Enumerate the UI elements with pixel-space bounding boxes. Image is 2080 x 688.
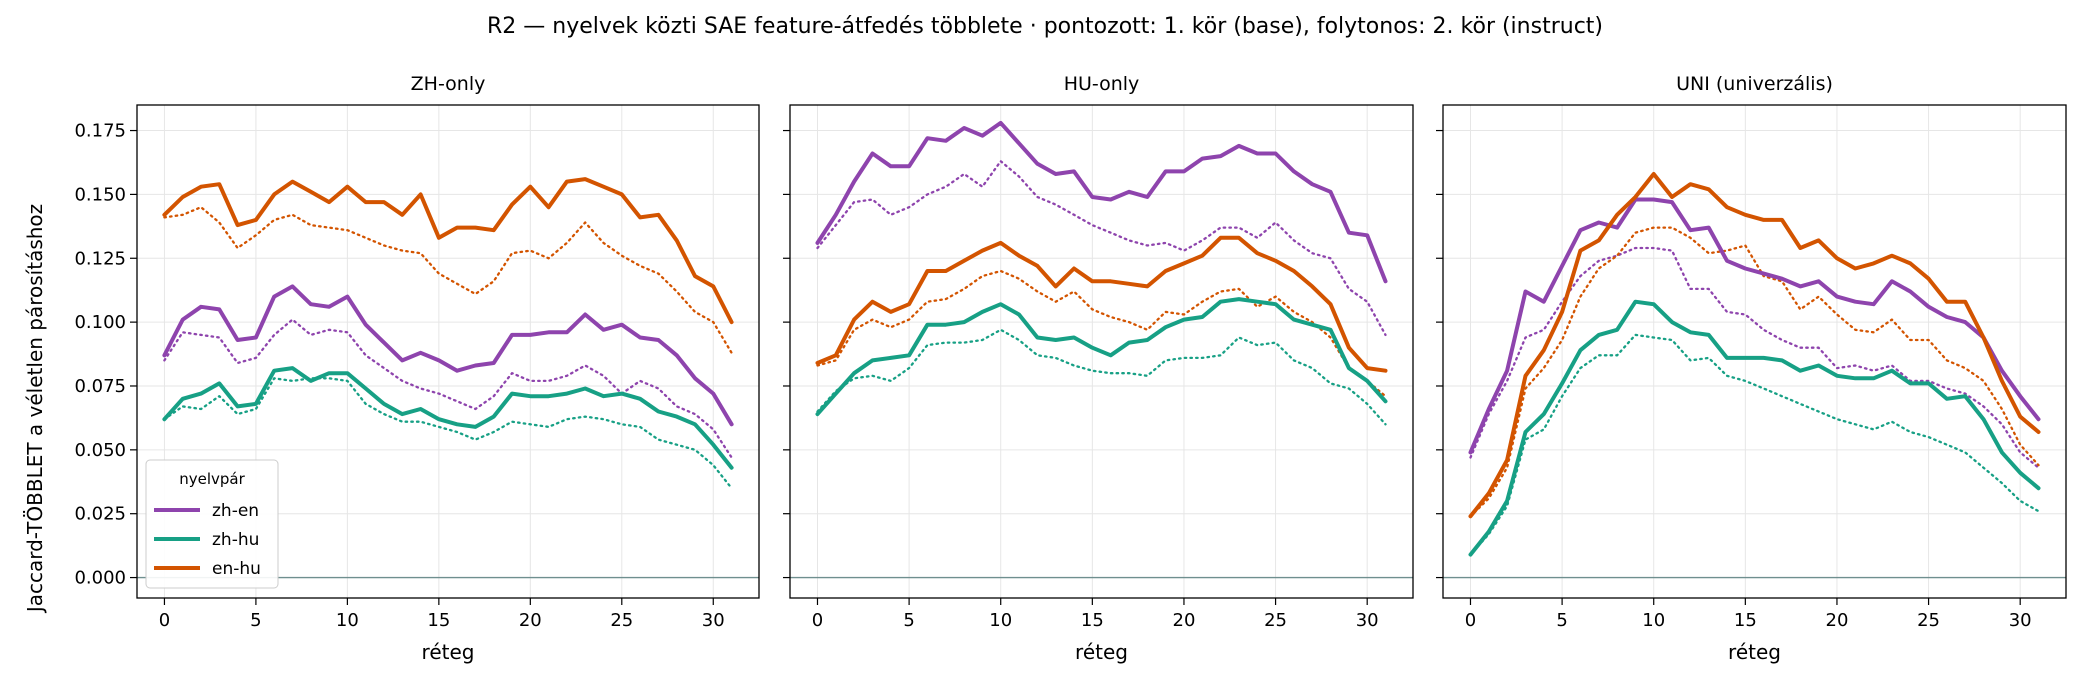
series-line-en-hu-base bbox=[816, 269, 1387, 398]
x-tick-label: 15 bbox=[1734, 610, 1757, 631]
panel-title: HU-only bbox=[1064, 73, 1140, 95]
series-line-zh-hu-base bbox=[163, 377, 733, 490]
series-line-en-hu-instruct bbox=[162, 177, 734, 325]
legend: nyelvpár zh-en zh-hu en-hu bbox=[145, 459, 279, 589]
legend-box bbox=[145, 459, 279, 589]
plot-frame bbox=[789, 104, 1414, 599]
x-axis-label: réteg bbox=[1075, 640, 1128, 664]
x-tick-label: 20 bbox=[1173, 610, 1196, 631]
series-line-en-hu-base bbox=[1469, 226, 2040, 518]
series-line-en-hu-base bbox=[163, 206, 733, 354]
x-tick-label: 25 bbox=[1264, 610, 1287, 631]
y-tick-label: 0.175 bbox=[74, 121, 126, 142]
panels: 0 5 10 15 20 25 30 0.000 0.025 0.050 0.075 0.100 0.1… bbox=[74, 73, 2067, 664]
plot-frame bbox=[1442, 104, 2067, 599]
x-tick-label: 20 bbox=[519, 610, 542, 631]
series-line-zh-hu-base bbox=[816, 328, 1387, 426]
y-tick-label: 0.100 bbox=[74, 312, 126, 333]
x-tick-label: 25 bbox=[610, 610, 633, 631]
figure-suptitle: R2 — nyelvek közti SAE feature-átfedés t… bbox=[487, 14, 1603, 39]
series-line-zh-hu-base bbox=[1469, 333, 2040, 556]
x-tick-label: 15 bbox=[427, 610, 450, 631]
y-tick-label: 0.125 bbox=[74, 248, 126, 269]
series-line-zh-en-base bbox=[1469, 246, 2040, 469]
x-tick-label: 10 bbox=[336, 610, 359, 631]
panel-title: UNI (univerzális) bbox=[1676, 73, 1833, 95]
series-line-zh-en-instruct bbox=[1468, 197, 2041, 455]
y-tick-label: 0.025 bbox=[74, 504, 126, 525]
x-axis-label: réteg bbox=[422, 640, 475, 664]
y-axis-label: Jaccard-TÖBBLET a véletlen párosításhoz bbox=[23, 204, 47, 614]
x-tick-label: 10 bbox=[989, 610, 1012, 631]
y-tick-label: 0.150 bbox=[74, 184, 126, 205]
panel-3: 0 5 10 15 20 25 30 UNI (univerzális) réteg bbox=[1436, 73, 2067, 664]
x-tick-label: 0 bbox=[1465, 610, 1476, 631]
x-tick-label: 30 bbox=[1356, 610, 1379, 631]
series-line-en-hu-instruct bbox=[815, 235, 1388, 373]
legend-label-zh-hu: zh-hu bbox=[212, 530, 259, 550]
y-tick-label: 0.000 bbox=[74, 568, 126, 589]
plot-frame bbox=[136, 104, 760, 599]
legend-title: nyelvpár bbox=[179, 470, 245, 488]
panel-1: 0 5 10 15 20 25 30 0.000 0.025 0.050 0.075 0.100 0.1… bbox=[74, 73, 760, 664]
series-line-zh-en-base bbox=[816, 160, 1387, 337]
legend-label-en-hu: en-hu bbox=[212, 559, 261, 579]
x-tick-label: 25 bbox=[1917, 610, 1940, 631]
series-line-zh-hu-instruct bbox=[162, 366, 734, 470]
series-line-zh-hu-instruct bbox=[1468, 299, 2041, 557]
x-tick-label: 10 bbox=[1642, 610, 1665, 631]
x-tick-label: 0 bbox=[812, 610, 823, 631]
legend-label-zh-en: zh-en bbox=[212, 501, 259, 521]
x-axis-label: réteg bbox=[1728, 640, 1781, 664]
x-tick-label: 5 bbox=[1556, 610, 1567, 631]
panel-2: 0 5 10 15 20 25 30 HU-only réteg bbox=[783, 73, 1414, 664]
x-tick-label: 15 bbox=[1081, 610, 1104, 631]
series-line-zh-hu-instruct bbox=[815, 297, 1388, 417]
x-tick-label: 0 bbox=[159, 610, 170, 631]
x-tick-label: 30 bbox=[702, 610, 725, 631]
panel-title: ZH-only bbox=[411, 73, 486, 95]
series-line-zh-en-base bbox=[163, 318, 733, 459]
x-tick-label: 20 bbox=[1826, 610, 1849, 631]
x-tick-label: 5 bbox=[903, 610, 914, 631]
y-tick-label: 0.075 bbox=[74, 376, 126, 397]
series-line-en-hu-instruct bbox=[1468, 172, 2041, 519]
series-line-zh-en-instruct bbox=[815, 120, 1388, 284]
x-tick-label: 5 bbox=[250, 610, 261, 631]
x-tick-label: 30 bbox=[2009, 610, 2032, 631]
y-tick-label: 0.050 bbox=[74, 440, 126, 461]
series-line-zh-en-instruct bbox=[162, 284, 734, 427]
